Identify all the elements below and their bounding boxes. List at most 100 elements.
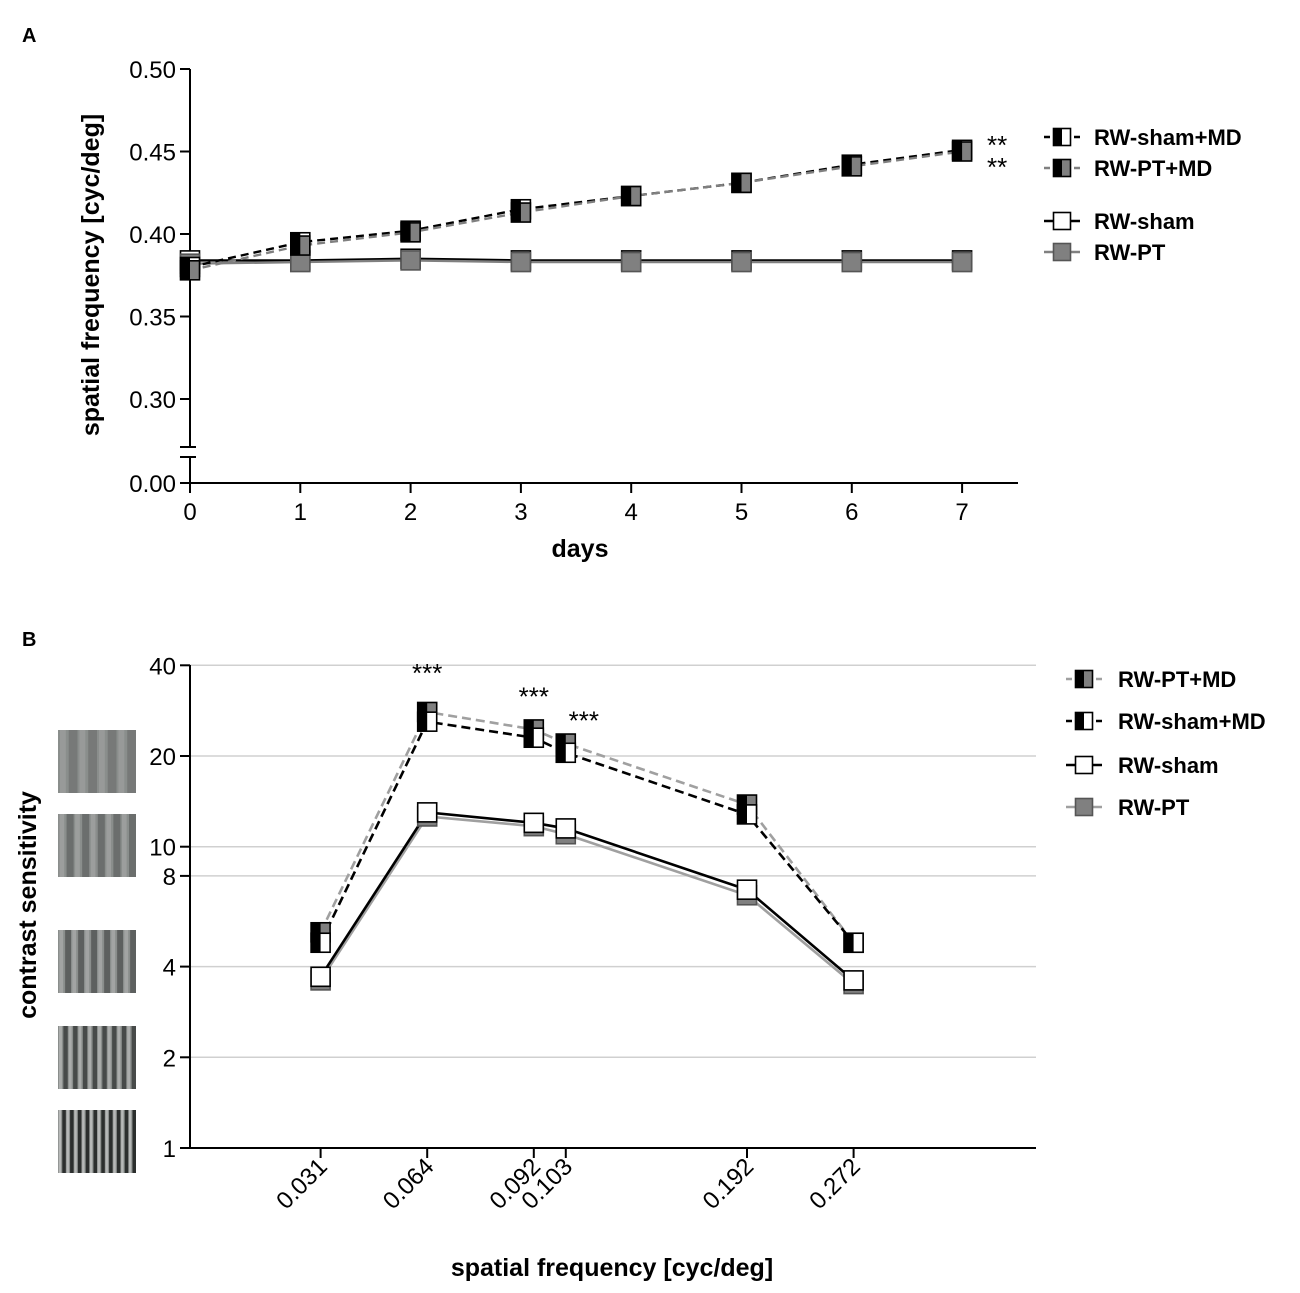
b-line-rw-sham [319, 810, 855, 982]
b-y-tick-label: 10 [149, 835, 176, 862]
b-point-rw-sham [736, 879, 758, 900]
grating-image [58, 930, 136, 993]
b-point-rw-sham-md [555, 742, 577, 764]
grating-bar [117, 930, 123, 993]
grating-highlight [66, 1110, 69, 1173]
b-point-rw-sham [843, 970, 864, 991]
grating-bar [88, 730, 97, 793]
a-point-rw-pt-box [841, 251, 863, 273]
grating-bar [70, 1110, 74, 1173]
b-point-rw-sham-box [736, 879, 758, 900]
b-significance-stars: *** [569, 706, 599, 736]
a-significance-stars: ** [987, 152, 1007, 182]
b-legend-marker-rw-pt-md-left-half [1075, 670, 1084, 688]
b-x-tick-label: 0.064 [378, 1153, 440, 1215]
chart-a-markers [179, 139, 973, 281]
grating-highlight [111, 930, 116, 993]
a-x-tick-label: 2 [404, 499, 417, 526]
chart-a-axes: 0.50 0.45 0.40 0.35 0.30 0.00 0 1 2 3 4 5 6 7 [129, 57, 1018, 526]
a-line-rw-sham [190, 257, 963, 262]
grating-image [58, 1110, 136, 1173]
grating-highlight [107, 1026, 111, 1089]
chart-b-y-axis-title: contrast sensitivity [14, 791, 42, 1019]
a-x-tick-label: 1 [294, 499, 307, 526]
b-point-rw-sham-box [523, 812, 545, 834]
a-x-tick-label: 6 [845, 499, 858, 526]
grating-highlight [121, 1110, 124, 1173]
b-legend-marker-rw-sham-md [1074, 711, 1094, 731]
grating-highlight [74, 1110, 77, 1173]
b-y-tick-label: 8 [163, 864, 176, 891]
grating-highlight [58, 1110, 62, 1173]
chart-a-legend: RW-sham+MD RW-PT+MD RW-sham RW-PT [1044, 125, 1242, 265]
grating-bar [68, 730, 78, 793]
grating-highlight [117, 1026, 121, 1089]
a-x-tick-label: 3 [514, 499, 527, 526]
a-point-rw-pt-box [951, 251, 973, 273]
a-x-tick-label: 7 [955, 499, 968, 526]
a-point-rw-pt [731, 251, 752, 273]
grating-highlight [88, 1026, 92, 1089]
a-legend-label: RW-PT+MD [1094, 156, 1212, 181]
grating-bar [132, 1110, 136, 1173]
a-point-rw-pt [510, 251, 532, 273]
a-point-rw-pt-box [400, 250, 421, 271]
grating-highlight [59, 814, 65, 877]
panel-label-b: B [22, 629, 36, 651]
grating-highlight [82, 1110, 85, 1173]
grating-highlight [85, 930, 90, 993]
grating-highlight [121, 814, 127, 877]
b-legend-label: RW-sham+MD [1118, 709, 1266, 734]
grating-highlight [127, 1026, 131, 1089]
grating-bar [116, 1110, 121, 1173]
b-line-rw-pt-md [319, 710, 855, 944]
b-significance-stars: *** [519, 681, 549, 711]
b-point-rw-sham-box [416, 802, 438, 823]
a-point-rw-pt-md [731, 172, 752, 194]
grating-highlight [79, 730, 86, 793]
grating-bar [112, 1026, 117, 1089]
b-point-rw-sham [310, 966, 331, 988]
chart-b-annotations: *** *** *** [412, 658, 599, 736]
a-legend-marker-rw-pt-md [1052, 158, 1072, 178]
b-legend-label: RW-sham [1118, 753, 1219, 778]
grating-bar [66, 814, 74, 877]
a-y-tick-label: 0.30 [129, 387, 176, 414]
b-point-rw-sham-md-left-half [737, 804, 747, 824]
a-x-tick-label: 4 [625, 499, 638, 526]
grating-bar [101, 1110, 105, 1173]
a-y-tick-label: 0.00 [129, 471, 176, 498]
grating-bar [65, 930, 71, 993]
b-point-rw-sham-md-left-half [556, 743, 566, 763]
b-point-rw-sham-md [416, 711, 438, 732]
chart-b-lines [319, 710, 855, 986]
a-y-tick-label: 0.35 [129, 305, 176, 332]
a-point-rw-pt-box [731, 251, 752, 273]
a-x-tick-label: 0 [183, 499, 196, 526]
grating-bar [127, 730, 136, 793]
grating-bar [91, 930, 97, 993]
b-point-rw-sham-md [310, 932, 331, 954]
a-line-rw-pt [189, 259, 963, 265]
grating-highlight [90, 814, 96, 877]
b-line-rw-pt [319, 815, 855, 986]
grating-bar [82, 1026, 88, 1089]
b-y-tick-label: 4 [163, 955, 176, 982]
a-point-rw-pt-md [179, 259, 201, 281]
a-point-rw-pt-md [620, 185, 642, 207]
grating-highlight [58, 1026, 62, 1089]
grating-bar [63, 1026, 68, 1089]
grating-highlight [106, 814, 112, 877]
a-point-rw-pt-md [289, 235, 311, 256]
b-point-rw-sham-md-left-half [844, 933, 854, 953]
grating-bar [77, 1110, 82, 1173]
a-legend-marker-rw-pt-box [1052, 242, 1072, 262]
a-legend-label: RW-sham [1094, 209, 1195, 234]
b-legend-marker-rw-sham-md-left-half [1075, 712, 1084, 730]
grating-bar [128, 814, 136, 877]
chart-a-lines [189, 148, 963, 272]
a-point-rw-pt-box [620, 251, 642, 273]
b-significance-stars: *** [412, 658, 442, 688]
grating-highlight [113, 1110, 116, 1173]
